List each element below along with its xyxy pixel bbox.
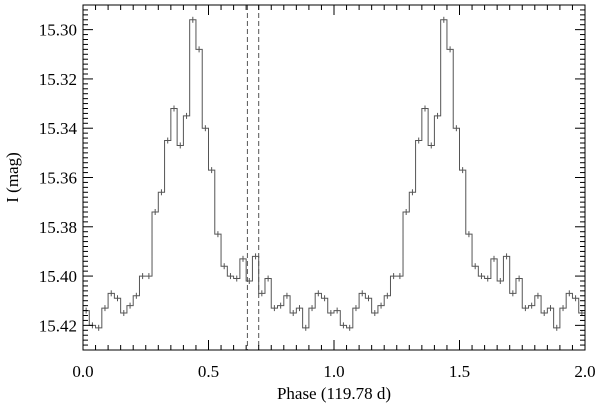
tick-labels: 0.0 0.5 1.0 1.5 2.0 15.30 15.32 15.34 15.36 15.38…: [39, 21, 596, 381]
x-axis-title: Phase (119.78 d): [277, 384, 391, 403]
y-axis-title: I (mag): [3, 152, 22, 203]
y-tick-label: 15.42: [39, 316, 77, 335]
y-tick-label: 15.30: [39, 21, 77, 40]
plot-frame: [82, 4, 586, 351]
series-line: [83, 19, 585, 329]
y-tick-label: 15.36: [39, 169, 77, 188]
y-tick-label: 15.34: [39, 119, 78, 138]
x-tick-label: 1.0: [323, 362, 344, 381]
data-series: [83, 16, 585, 331]
y-tick-label: 15.38: [39, 218, 77, 237]
y-tick-label: 15.40: [39, 267, 77, 286]
x-tick-label: 2.0: [574, 362, 595, 381]
axis-ticks: [82, 4, 586, 351]
x-tick-label: 0.0: [72, 362, 93, 381]
x-tick-label: 1.5: [449, 362, 470, 381]
y-tick-label: 15.32: [39, 70, 77, 89]
x-tick-label: 0.5: [198, 362, 219, 381]
phase-markers: [246, 5, 260, 350]
